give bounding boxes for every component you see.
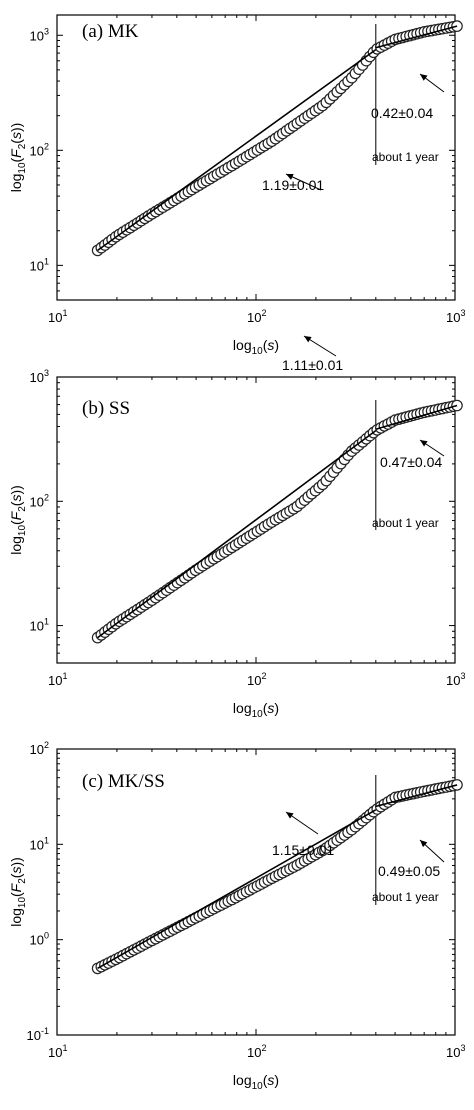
- y-tick-label: 102: [30, 141, 49, 158]
- y-axis-title: log10(F2(s)): [8, 857, 28, 927]
- y-tick-label: 103: [30, 368, 49, 385]
- y-axis-title: log10(F2(s)): [8, 123, 28, 193]
- y-tick-label: 100: [30, 931, 49, 948]
- fit-line: [375, 25, 458, 49]
- fit-line: [97, 809, 377, 970]
- panel-a-mk: 101 102 103 101 102 103 log10(s) log10(F2(s)) (a…: [8, 14, 465, 357]
- panel-c-mk-ss: 101 102 103 10-1 100 101 102 log10(s) log10(F2(s…: [8, 740, 465, 1092]
- arrow-head: [286, 174, 294, 180]
- x-tick-label: 101: [48, 1043, 67, 1060]
- slope-label: 0.42±0.04: [371, 105, 433, 121]
- one-year-label: about 1 year: [372, 516, 439, 530]
- x-axis-title: log10(s): [233, 700, 279, 720]
- slope-label: 0.47±0.04: [380, 454, 442, 470]
- y-tick-label: 101: [30, 617, 49, 634]
- panel-label: (a) MK: [82, 21, 139, 42]
- x-tick-label: 102: [247, 308, 266, 325]
- y-tick-label: 103: [30, 26, 49, 43]
- panel-label: (b) SS: [82, 398, 130, 419]
- one-year-label: about 1 year: [372, 890, 439, 904]
- panel-label: (c) MK/SS: [82, 771, 165, 792]
- x-tick-label: 103: [446, 308, 465, 325]
- y-axis-title: log10(F2(s)): [8, 485, 28, 555]
- arrow-head: [420, 840, 428, 848]
- fit-line: [97, 48, 377, 252]
- slope-label: 0.49±0.05: [378, 863, 440, 879]
- y-tick-label: 10-1: [27, 1026, 49, 1043]
- x-tick-label: 101: [48, 671, 67, 688]
- x-tick-label: 101: [48, 308, 67, 325]
- x-tick-label: 103: [446, 1043, 465, 1060]
- arrow-head: [420, 440, 428, 447]
- one-year-label: about 1 year: [372, 150, 439, 164]
- y-tick-label: 101: [30, 835, 49, 852]
- x-tick-label: 103: [446, 671, 465, 688]
- y-tick-label: 102: [30, 492, 49, 509]
- x-tick-label: 102: [247, 671, 266, 688]
- x-tick-label: 102: [247, 1043, 266, 1060]
- arrow-head: [286, 812, 294, 819]
- arrow-head: [304, 336, 312, 343]
- fit-line: [97, 430, 377, 639]
- y-tick-label: 102: [30, 740, 49, 757]
- x-axis-title: log10(s): [233, 1072, 279, 1092]
- arrow-head: [420, 74, 428, 81]
- fit-line: [375, 404, 458, 430]
- y-tick-label: 101: [30, 256, 49, 273]
- x-axis-title: log10(s): [233, 337, 279, 357]
- slope-label: 1.11±0.01: [282, 357, 343, 373]
- fit-line: [375, 784, 458, 808]
- panel-b-ss: 101 102 103 101 102 103 log10(s) log10(F2(s)) (b…: [8, 335, 465, 720]
- slope-label: 1.15±0.01: [272, 842, 334, 858]
- slope-label: 1.19±0.01: [262, 177, 324, 193]
